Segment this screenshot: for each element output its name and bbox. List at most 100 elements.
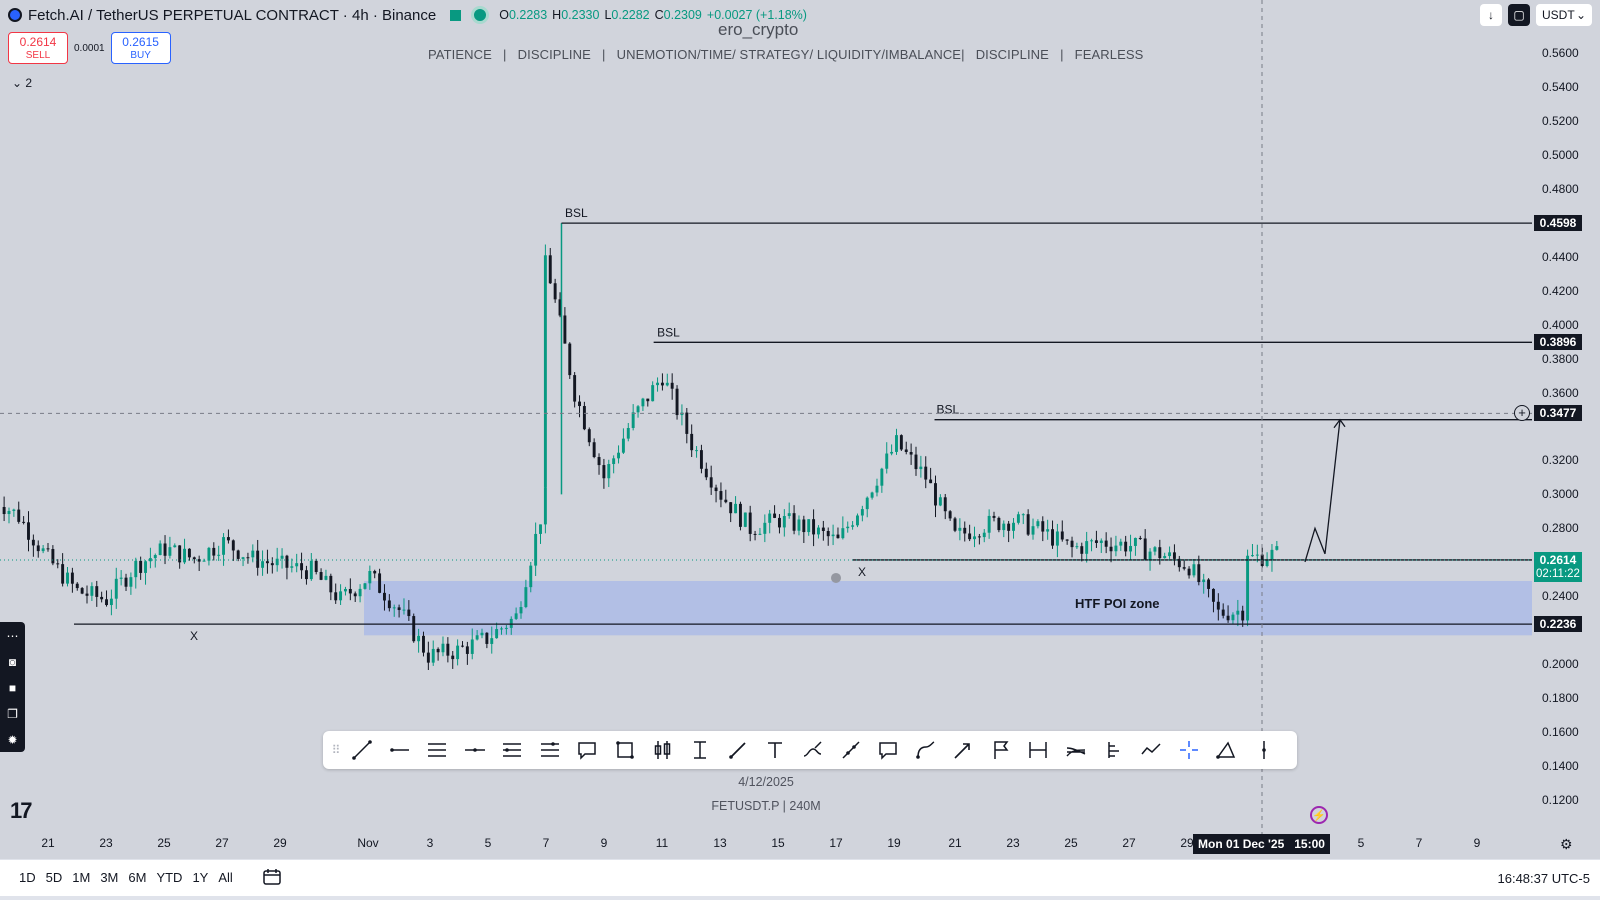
tool-arrow-marker[interactable]: [945, 735, 983, 765]
candle-body: [1046, 529, 1050, 532]
tool-rectangle[interactable]: [606, 735, 644, 765]
tool-fib-fan[interactable]: [1057, 735, 1095, 765]
tool-fib-retracement[interactable]: [493, 735, 531, 765]
tool-polyline[interactable]: [1132, 735, 1170, 765]
lightning-icon[interactable]: ⚡: [1310, 806, 1328, 824]
candle-body: [690, 433, 694, 451]
candle-body: [256, 550, 260, 568]
tool-note[interactable]: [869, 735, 907, 765]
candle-body: [977, 536, 981, 538]
candle-body: [22, 521, 26, 523]
candle-body: [441, 643, 445, 653]
candle-body: [656, 382, 660, 386]
range-5d[interactable]: 5D: [45, 870, 63, 885]
x-label-lower: X: [190, 629, 198, 643]
tool-pitchfork[interactable]: [1095, 735, 1133, 765]
arrow-down-icon[interactable]: ↓: [1480, 4, 1502, 26]
tool-gann-box[interactable]: [531, 735, 569, 765]
tool-path[interactable]: [832, 735, 870, 765]
candle-body: [485, 632, 489, 644]
tool-callout[interactable]: [569, 735, 607, 765]
buy-button[interactable]: 0.2615 BUY: [110, 32, 171, 64]
tool-long-position[interactable]: [644, 735, 682, 765]
calendar-icon[interactable]: [262, 868, 282, 886]
add-alert-icon[interactable]: +: [1514, 405, 1530, 421]
indicators-toggle[interactable]: ⌄ 2: [12, 76, 32, 90]
candle-body: [1168, 552, 1172, 557]
candle-body: [548, 255, 552, 284]
tool-vertical-line[interactable]: [1245, 735, 1283, 765]
sell-button[interactable]: 0.2614 SELL: [8, 32, 68, 64]
candle-body: [275, 558, 279, 566]
currency-select[interactable]: USDT ⌄: [1536, 4, 1592, 26]
layers-icon[interactable]: ❐: [7, 707, 18, 721]
candle-body: [836, 534, 840, 539]
price-tick-label: 0.3000: [1542, 487, 1579, 502]
price-chart[interactable]: BSL BSL BSL X X HTF POI zone: [0, 0, 1532, 834]
more-icon[interactable]: ⋯: [6, 629, 19, 643]
candle-body: [1094, 540, 1098, 543]
candle-body: [709, 477, 713, 488]
market-status-icon[interactable]: [471, 6, 490, 24]
candle-body: [314, 560, 318, 573]
candle-body: [168, 547, 172, 556]
candle-body: [948, 511, 952, 519]
time-tick-label: 23: [1006, 836, 1020, 850]
legend-header: Fetch.AI / TetherUS PERPETUAL CONTRACT ·…: [8, 6, 807, 24]
high-value: 0.2330: [561, 8, 600, 22]
range-3m[interactable]: 3M: [100, 870, 119, 885]
camera-icon[interactable]: ◙: [8, 655, 17, 669]
tool-flag[interactable]: [982, 735, 1020, 765]
candle-body: [295, 563, 299, 567]
tool-text[interactable]: [757, 735, 795, 765]
tool-arrow[interactable]: [719, 735, 757, 765]
candle-body: [265, 561, 269, 564]
candle-body: [343, 588, 347, 592]
time-tick-label: 7: [542, 836, 550, 850]
price-axis[interactable]: 0.5600 0.5400 0.5200 0.5000 0.4800 0.4400 0.42…: [1532, 0, 1600, 834]
flag-icon[interactable]: [450, 9, 462, 21]
tool-horizontal-line[interactable]: [456, 735, 494, 765]
time-tick-label: 13: [713, 836, 727, 850]
symbol-title[interactable]: Fetch.AI / TetherUS PERPETUAL CONTRACT ·…: [28, 6, 437, 24]
buy-price: 0.2615: [122, 35, 159, 49]
fullscreen-icon[interactable]: ▢: [1508, 4, 1530, 26]
candle-body: [222, 537, 226, 555]
time-tick-label: 5: [484, 836, 492, 850]
range-1d[interactable]: 1D: [19, 870, 36, 885]
horizontal-line-icon: [464, 748, 485, 752]
price-tick-label: 0.1400: [1542, 759, 1579, 774]
tool-crosshair[interactable]: [1170, 735, 1208, 765]
tool-parallel-channel[interactable]: [418, 735, 456, 765]
clock[interactable]: 16:48:37 UTC-5: [1497, 871, 1591, 886]
tool-curve[interactable]: [907, 735, 945, 765]
candle-body: [1182, 567, 1186, 569]
gann-box-icon: [540, 742, 559, 757]
tradingview-logo-icon[interactable]: 17: [10, 798, 33, 823]
candle-body: [519, 607, 523, 614]
low-label: L: [604, 8, 612, 22]
range-6m[interactable]: 6M: [128, 870, 147, 885]
tool-date-range[interactable]: [1020, 735, 1058, 765]
tool-shape[interactable]: [1208, 735, 1246, 765]
range-1y[interactable]: 1Y: [192, 870, 209, 885]
range-all[interactable]: All: [218, 870, 233, 885]
tool-horizontal-ray[interactable]: [381, 735, 419, 765]
settings-icon[interactable]: ⚙: [1560, 836, 1573, 852]
candle-body: [1012, 522, 1015, 531]
drawing-toolbar: ⠿: [323, 731, 1297, 769]
video-icon[interactable]: ■: [8, 681, 17, 695]
tool-brush[interactable]: [794, 735, 832, 765]
time-axis[interactable]: 21 23 25 27 29 Nov 3 5 7 9 11 13 15 17 19 21 23 25 27 29 5 7 9: [0, 834, 1532, 854]
drag-handle-icon[interactable]: ⠿: [331, 743, 341, 757]
candle-body: [436, 648, 440, 653]
tool-trend-line[interactable]: [343, 735, 381, 765]
candle-body: [1207, 579, 1211, 589]
candle-body: [446, 643, 450, 656]
tool-price-range[interactable]: [681, 735, 719, 765]
range-ytd[interactable]: YTD: [156, 870, 183, 885]
range-1m[interactable]: 1M: [72, 870, 91, 885]
gear-icon[interactable]: ✹: [7, 733, 18, 747]
candle-body: [670, 382, 674, 389]
